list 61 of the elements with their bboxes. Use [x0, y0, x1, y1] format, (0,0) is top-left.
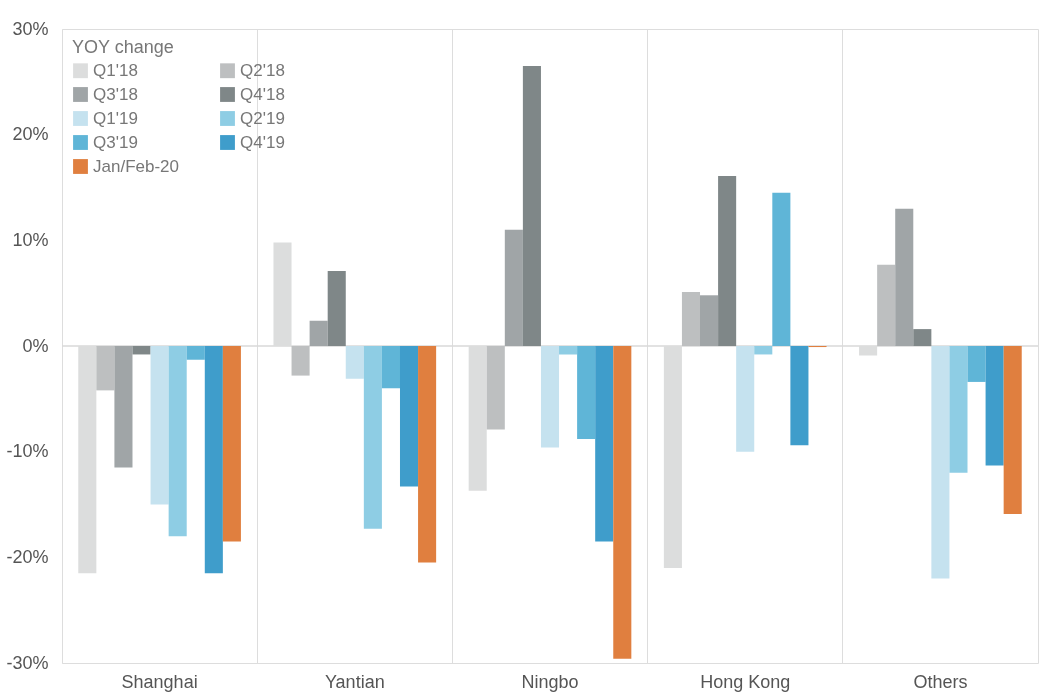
y-tick-label: 10% — [12, 229, 49, 250]
bar — [96, 346, 115, 391]
bar — [114, 346, 133, 468]
bar — [345, 346, 364, 379]
bar — [186, 346, 205, 360]
y-tick-label: -20% — [6, 546, 49, 567]
legend-label: Q1'19 — [93, 108, 138, 128]
bar — [931, 346, 950, 579]
bar — [595, 346, 614, 542]
bar — [895, 208, 914, 346]
bar — [577, 346, 596, 439]
bar — [1003, 346, 1022, 515]
legend-label: Q4'19 — [240, 132, 285, 152]
legend-title: YOY change — [72, 37, 174, 57]
bar — [613, 346, 632, 659]
y-tick-label: -10% — [6, 441, 49, 462]
y-tick-label: 0% — [22, 335, 49, 356]
legend-label: Q3'18 — [93, 84, 138, 104]
y-tick-label: 30% — [12, 18, 49, 39]
legend-label: Q4'18 — [240, 84, 285, 104]
bar — [967, 346, 986, 382]
bar — [772, 192, 791, 346]
bar — [168, 346, 187, 537]
bar — [754, 346, 773, 355]
bar — [222, 346, 241, 542]
bar — [327, 270, 346, 346]
legend-label: Q1'18 — [93, 60, 138, 80]
bar — [913, 329, 932, 346]
bar — [985, 346, 1004, 466]
bar — [399, 346, 419, 487]
legend-label: Q2'19 — [240, 108, 285, 128]
x-tick-label: Yantian — [324, 671, 385, 692]
legend-label: Q3'19 — [93, 132, 138, 152]
y-tick-label: 20% — [12, 124, 49, 145]
bar — [718, 175, 737, 346]
x-tick-label: Hong Kong — [700, 671, 791, 692]
y-tick-label: -30% — [6, 652, 49, 673]
bar — [681, 292, 701, 346]
bar — [381, 346, 400, 389]
bar — [150, 346, 169, 505]
bar — [790, 346, 809, 446]
bar — [700, 295, 719, 346]
bar — [877, 264, 896, 346]
x-tick-label: Ningbo — [521, 671, 579, 692]
bar — [418, 346, 437, 563]
bar — [363, 346, 382, 529]
bar — [504, 229, 523, 346]
bar — [949, 346, 968, 473]
bar — [309, 320, 328, 346]
bar — [204, 346, 223, 574]
legend-label: Q2'18 — [240, 60, 285, 80]
x-tick-label: Shanghai — [121, 671, 198, 692]
bar — [291, 346, 310, 376]
bar — [132, 346, 151, 355]
x-tick-label: Others — [913, 671, 968, 692]
bar — [522, 65, 541, 346]
bar — [486, 346, 505, 430]
bar — [559, 346, 578, 355]
bar — [736, 346, 755, 452]
legend-label: Jan/Feb-20 — [93, 156, 179, 176]
bar — [540, 346, 560, 448]
